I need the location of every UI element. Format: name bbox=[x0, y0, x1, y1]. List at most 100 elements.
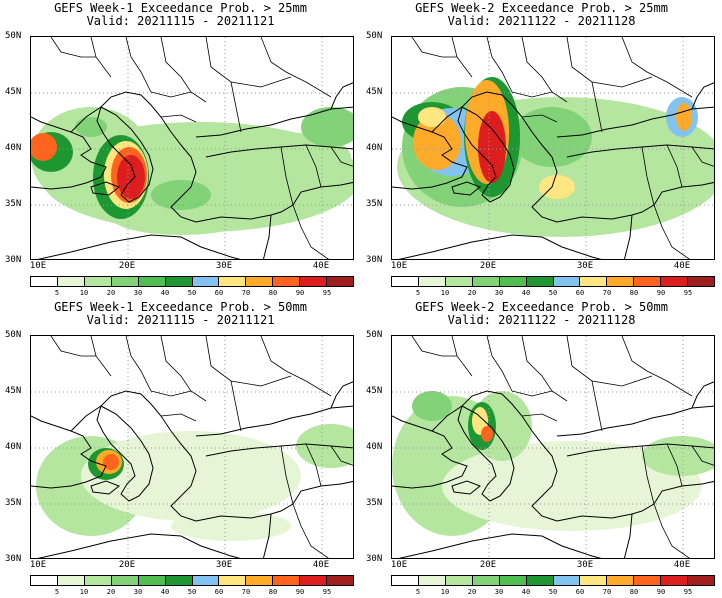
colorbar-label: 60 bbox=[575, 588, 585, 596]
colorbar-label: 10 bbox=[79, 588, 89, 596]
lat-tick-label: 35N bbox=[5, 199, 22, 209]
country-border bbox=[646, 370, 693, 397]
country-border bbox=[511, 390, 553, 397]
colorbar-label: 5 bbox=[415, 588, 421, 596]
country-border bbox=[666, 443, 683, 487]
colorbar-swatch bbox=[219, 277, 247, 286]
coastline bbox=[96, 106, 154, 203]
colorbar-swatch bbox=[192, 576, 220, 585]
panel-valid-dates: Valid: 20211115 - 20211121 bbox=[86, 313, 275, 327]
lat-tick-label: 40N bbox=[366, 143, 383, 153]
colorbar-swatch bbox=[634, 277, 662, 286]
colorbar-swatch bbox=[392, 277, 419, 286]
coastline bbox=[262, 214, 272, 259]
lat-tick-label: 45N bbox=[366, 87, 383, 97]
coastline bbox=[556, 181, 714, 223]
colorbar-swatch bbox=[445, 277, 473, 286]
lat-tick-label: 40N bbox=[5, 143, 22, 153]
coastline bbox=[691, 381, 714, 409]
lat-tick-label: 45N bbox=[5, 386, 22, 396]
coastline bbox=[195, 405, 353, 437]
coastline bbox=[90, 480, 120, 495]
country-border bbox=[125, 37, 152, 93]
colorbar-swatch bbox=[31, 277, 58, 286]
country-border bbox=[486, 37, 513, 93]
coastline bbox=[330, 381, 353, 409]
country-border bbox=[305, 443, 322, 487]
lon-tick-label: 30E bbox=[215, 560, 233, 570]
probability-contour bbox=[211, 132, 351, 182]
colorbar bbox=[391, 575, 715, 586]
colorbar-swatch bbox=[31, 576, 58, 585]
colorbar-label: 30 bbox=[494, 289, 504, 297]
map-canvas bbox=[392, 336, 714, 558]
country-border bbox=[50, 37, 96, 58]
coastline bbox=[623, 513, 633, 558]
colorbar-label: 20 bbox=[106, 588, 116, 596]
lat-tick-label: 50N bbox=[366, 31, 383, 41]
lon-tick-label: 40E bbox=[673, 261, 691, 271]
country-border bbox=[160, 336, 207, 402]
country-border bbox=[521, 336, 568, 402]
colorbar-label: 95 bbox=[322, 289, 332, 297]
coastline bbox=[392, 116, 468, 190]
lon-tick-label: 30E bbox=[576, 560, 594, 570]
panel-valid-dates: Valid: 20211122 - 20211128 bbox=[447, 313, 636, 327]
country-border bbox=[653, 503, 690, 558]
country-border bbox=[285, 71, 332, 98]
map-canvas bbox=[31, 37, 353, 259]
colorbar-label: 5 bbox=[415, 289, 421, 297]
coastline bbox=[623, 214, 633, 259]
colorbar-label: 30 bbox=[133, 289, 143, 297]
colorbar-swatch bbox=[300, 277, 328, 286]
colorbar-swatch bbox=[111, 277, 139, 286]
country-border bbox=[160, 114, 197, 123]
coastline bbox=[556, 106, 714, 138]
colorbar-swatch bbox=[273, 576, 301, 585]
coastline bbox=[398, 234, 602, 259]
lat-tick-label: 45N bbox=[5, 87, 22, 97]
coastline bbox=[556, 405, 714, 437]
coastline bbox=[262, 513, 272, 558]
colorbar bbox=[391, 276, 715, 287]
lon-tick-label: 20E bbox=[479, 261, 497, 271]
colorbar-label: 70 bbox=[602, 588, 612, 596]
colorbar-label: 40 bbox=[521, 289, 531, 297]
probability-contour bbox=[676, 103, 692, 131]
lat-tick-label: 30N bbox=[5, 255, 22, 265]
coastline bbox=[70, 91, 197, 223]
colorbar-label: 5 bbox=[54, 588, 60, 596]
probability-contour bbox=[103, 454, 119, 470]
map-plot bbox=[30, 335, 354, 559]
colorbar-label: 50 bbox=[187, 588, 197, 596]
colorbar-label: 10 bbox=[440, 289, 450, 297]
colorbar-swatch bbox=[57, 576, 85, 585]
panel-title: GEFS Week-2 Exceedance Prob. > 25mm bbox=[415, 1, 668, 15]
country-border bbox=[621, 336, 648, 372]
colorbar-swatch bbox=[634, 576, 662, 585]
probability-contour bbox=[512, 107, 592, 167]
country-border bbox=[691, 445, 714, 466]
colorbar-label: 80 bbox=[268, 588, 278, 596]
lon-tick-label: 20E bbox=[118, 261, 136, 271]
country-border bbox=[292, 503, 329, 558]
lat-tick-label: 50N bbox=[5, 31, 22, 41]
lon-tick-label: 40E bbox=[312, 560, 330, 570]
country-border bbox=[411, 336, 457, 357]
colorbar bbox=[30, 276, 354, 287]
probability-contour bbox=[562, 147, 714, 207]
lon-tick-label: 10E bbox=[29, 560, 47, 570]
colorbar-swatch bbox=[111, 576, 139, 585]
colorbar-swatch bbox=[300, 576, 328, 585]
colorbar-swatch bbox=[526, 576, 554, 585]
colorbar-swatch bbox=[138, 277, 166, 286]
country-border bbox=[160, 37, 207, 103]
country-border bbox=[125, 336, 152, 392]
colorbar-label: 20 bbox=[467, 588, 477, 596]
country-border bbox=[230, 380, 242, 432]
panel-title: GEFS Week-2 Exceedance Prob. > 50mm bbox=[415, 300, 668, 314]
colorbar-swatch bbox=[418, 277, 446, 286]
lon-tick-label: 30E bbox=[215, 261, 233, 271]
country-border bbox=[160, 413, 197, 422]
coastline bbox=[457, 405, 515, 502]
